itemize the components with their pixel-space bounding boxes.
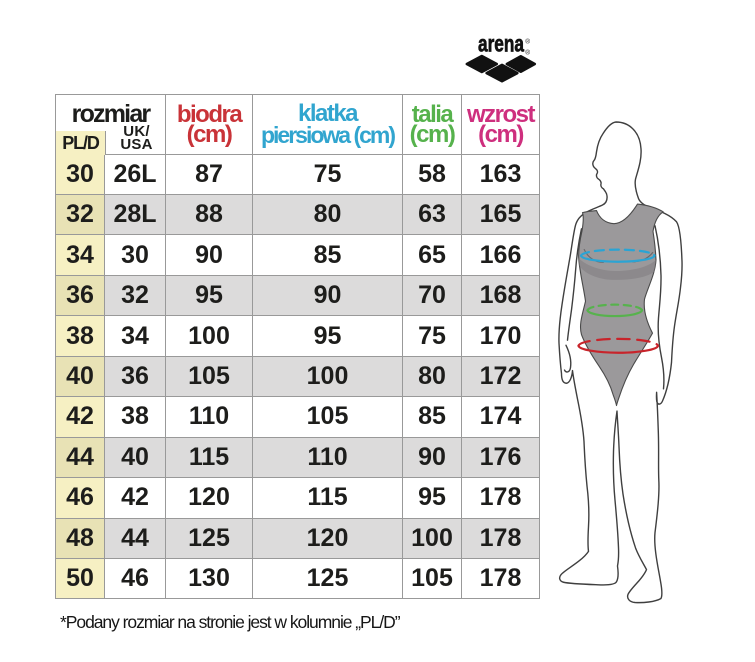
svg-text:®: ® <box>525 49 530 57</box>
svg-text:®: ® <box>525 38 530 46</box>
svg-text:arena: arena <box>478 32 525 57</box>
